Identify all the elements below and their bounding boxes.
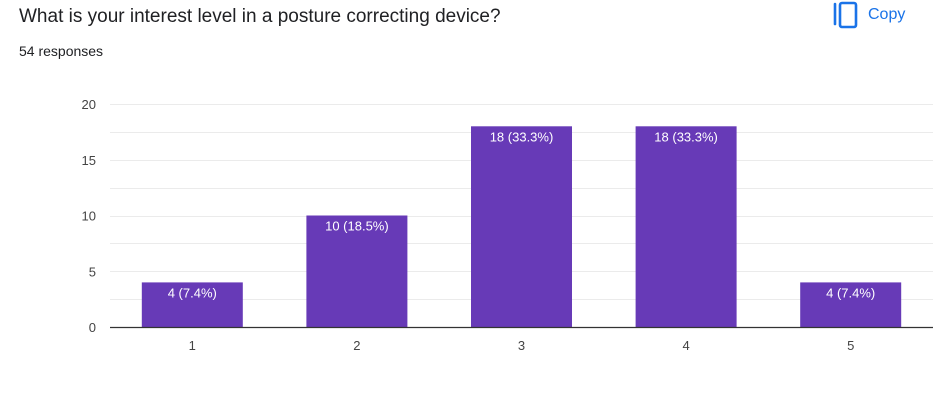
bar xyxy=(800,282,902,327)
x-tick-label: 2 xyxy=(353,338,360,353)
y-tick-label: 5 xyxy=(89,264,96,279)
bar xyxy=(141,282,243,327)
y-tick-label: 0 xyxy=(89,320,96,335)
bar xyxy=(306,215,408,327)
bar-data-label: 10 (18.5%) xyxy=(325,219,389,234)
bar-data-label: 4 (7.4%) xyxy=(168,285,217,300)
y-tick-label: 15 xyxy=(82,153,96,168)
x-axis-ticks: 1 2 3 4 5 xyxy=(110,326,933,353)
response-count: 54 responses xyxy=(19,43,104,59)
y-axis-ticks: 0 5 10 15 20 xyxy=(82,97,96,335)
x-tick-label: 5 xyxy=(847,338,854,353)
bar xyxy=(471,126,572,327)
bar-data-label: 4 (7.4%) xyxy=(826,285,875,300)
bar-data-label: 18 (33.3%) xyxy=(654,129,718,144)
x-tick-label: 1 xyxy=(189,338,196,353)
bars xyxy=(141,126,902,327)
y-tick-label: 10 xyxy=(82,209,96,224)
data-labels: 4 (7.4%) 10 (18.5%) 18 (33.3%) 18 (33.3%) 4 … xyxy=(168,129,876,300)
bar xyxy=(635,126,737,327)
copy-label: Copy xyxy=(868,6,906,23)
copy-icon xyxy=(832,1,858,29)
bar-data-label: 18 (33.3%) xyxy=(490,129,554,144)
y-tick-label: 20 xyxy=(82,97,96,112)
question-title: What is your interest level in a posture… xyxy=(19,6,501,27)
x-tick-label: 3 xyxy=(518,338,525,353)
x-tick-label: 4 xyxy=(682,338,689,353)
copy-button[interactable]: Copy xyxy=(826,0,911,30)
